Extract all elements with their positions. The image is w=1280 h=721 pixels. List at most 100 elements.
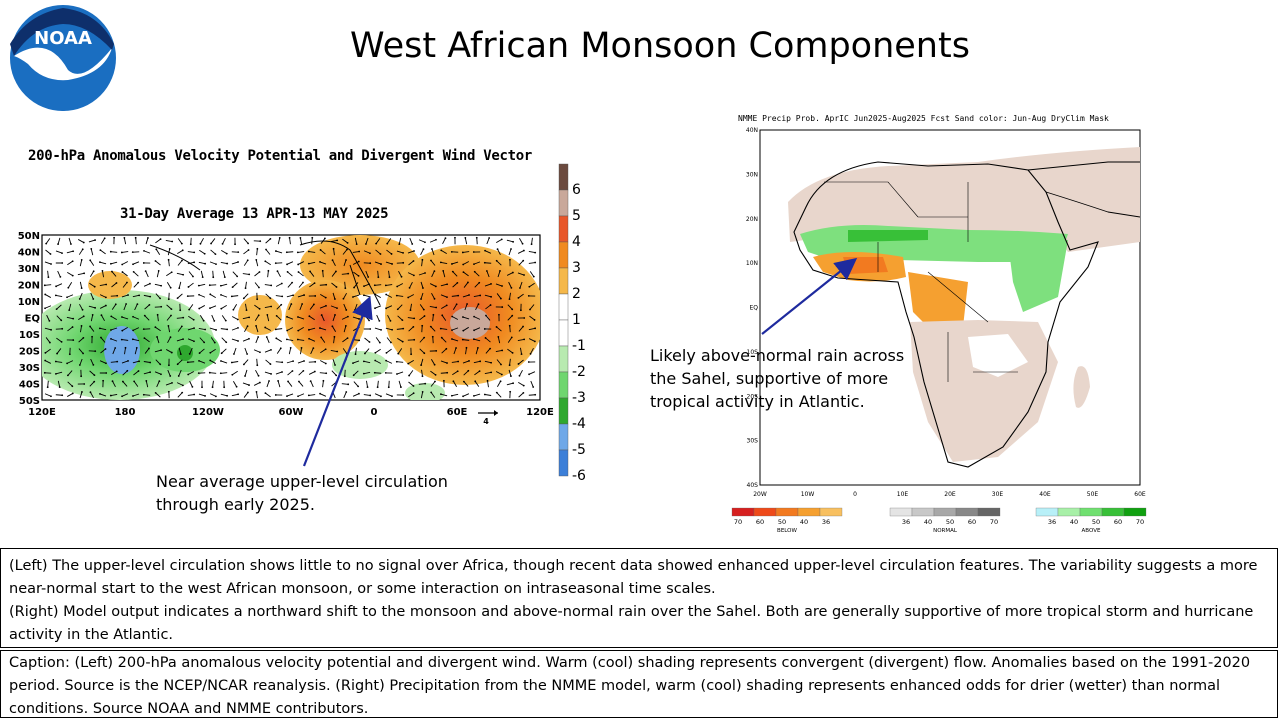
- colorbar-label: 1: [572, 312, 581, 328]
- probability-legend: 70 60 50 40 36 BELOW 36 40 50 60 70 NORMAL 36 40 50 60 7…: [732, 508, 1146, 532]
- right-y-tick: 10N: [746, 260, 758, 267]
- colorbar-swatch: [559, 164, 568, 190]
- legend-tick: 70: [734, 518, 742, 526]
- legend-group-name: BELOW: [777, 528, 797, 532]
- colorbar-label: 4: [572, 234, 581, 250]
- colorbar-label: -2: [572, 364, 586, 380]
- right-y-tick: 40N: [746, 127, 758, 134]
- legend-swatch: [956, 508, 978, 516]
- legend-swatch: [1080, 508, 1102, 516]
- left-y-tick: 50S: [19, 396, 40, 407]
- colorbar-label: -6: [572, 468, 586, 480]
- left-x-tick: 120E: [28, 407, 56, 418]
- legend-tick: 60: [1114, 518, 1122, 526]
- colorbar-label: -3: [572, 390, 586, 406]
- legend-group-name: NORMAL: [933, 528, 958, 532]
- right-x-tick: 30E: [992, 491, 1004, 498]
- legend-tick: 60: [756, 518, 764, 526]
- summary-box: (Left) The upper-level circulation shows…: [0, 548, 1278, 648]
- left-annotation: Near average upper-level circulation thr…: [156, 470, 476, 516]
- left-y-tick: 40S: [19, 380, 40, 391]
- left-y-tick: EQ: [25, 314, 40, 325]
- colorbar-label: -5: [572, 442, 586, 458]
- right-y-tick: 20N: [746, 216, 758, 223]
- colorbar-label: -4: [572, 416, 586, 432]
- caption-box: Caption: (Left) 200-hPa anomalous veloci…: [0, 650, 1278, 718]
- legend-tick: 40: [800, 518, 808, 526]
- legend-tick: 36: [822, 518, 830, 526]
- legend-swatch: [754, 508, 776, 516]
- legend-swatch: [934, 508, 956, 516]
- summary-left: (Left) The upper-level circulation shows…: [9, 555, 1269, 601]
- legend-tick: 50: [778, 518, 786, 526]
- legend-tick: 40: [924, 518, 932, 526]
- colorbar-swatch: [559, 294, 568, 320]
- right-x-tick: 60E: [1134, 491, 1146, 498]
- legend-swatch: [978, 508, 1000, 516]
- colorbar-swatch: [559, 268, 568, 294]
- legend-swatch: [890, 508, 912, 516]
- legend-swatch: [1124, 508, 1146, 516]
- legend-tick: 36: [1048, 518, 1056, 526]
- legend-swatch: [776, 508, 798, 516]
- right-x-tick: 0: [853, 491, 857, 498]
- right-annotation: Likely above-normal rain across the Sahe…: [650, 344, 910, 413]
- right-y-tick: 30N: [746, 171, 758, 178]
- vector-scale: 4: [478, 410, 498, 425]
- colorbar-swatch: [559, 372, 568, 398]
- colorbar-swatch: [559, 216, 568, 242]
- left-chart-title: 200-hPa Anomalous Velocity Potential and…: [28, 148, 532, 164]
- legend-tick: 50: [946, 518, 954, 526]
- vector-scale-label: 4: [483, 417, 489, 425]
- legend-tick: 50: [1092, 518, 1100, 526]
- right-x-tick: 10W: [801, 491, 815, 498]
- legend-swatch: [798, 508, 820, 516]
- left-y-tick: 20N: [18, 281, 40, 292]
- left-y-tick: 20S: [19, 347, 40, 358]
- right-x-tick: 20W: [753, 491, 767, 498]
- legend-swatch: [912, 508, 934, 516]
- left-y-tick: 50N: [18, 231, 40, 242]
- left-x-tick: 0: [371, 407, 378, 418]
- left-y-tick: 10S: [19, 330, 40, 341]
- right-x-tick: 50E: [1087, 491, 1099, 498]
- right-y-tick: EQ: [749, 305, 758, 312]
- summary-right: (Right) Model output indicates a northwa…: [9, 601, 1269, 647]
- colorbar-swatch: [559, 398, 568, 424]
- caption-text: Caption: (Left) 200-hPa anomalous veloci…: [9, 652, 1269, 721]
- left-x-tick: 120W: [192, 407, 224, 418]
- colorbar-label: 6: [572, 182, 581, 198]
- colorbar-label: 3: [572, 260, 581, 276]
- colorbar-swatch: [559, 450, 568, 476]
- left-chart-subtitle: 31-Day Average 13 APR-13 MAY 2025: [120, 206, 388, 222]
- colorbar-label: 5: [572, 208, 581, 224]
- left-x-tick: 180: [115, 407, 136, 418]
- legend-swatch: [732, 508, 754, 516]
- colorbar-swatch: [559, 242, 568, 268]
- legend-swatch: [1036, 508, 1058, 516]
- legend-tick: 60: [968, 518, 976, 526]
- left-x-tick: 60W: [279, 407, 304, 418]
- colorbar-swatch: [559, 320, 568, 346]
- right-x-tick: 40E: [1039, 491, 1051, 498]
- slide-title: West African Monsoon Components: [0, 26, 1280, 66]
- colorbar-swatch: [559, 190, 568, 216]
- legend-tick: 70: [1136, 518, 1144, 526]
- right-y-tick: 30S: [747, 438, 759, 445]
- left-x-tick: 120E: [526, 407, 554, 418]
- legend-tick: 40: [1070, 518, 1078, 526]
- legend-tick: 36: [902, 518, 910, 526]
- left-x-tick: 60E: [447, 407, 468, 418]
- colorbar-swatch: [559, 424, 568, 450]
- right-x-tick: 20E: [944, 491, 956, 498]
- legend-tick: 70: [990, 518, 998, 526]
- colorbar-swatch: [559, 346, 568, 372]
- legend-swatch: [1058, 508, 1080, 516]
- legend-swatch: [1102, 508, 1124, 516]
- left-y-tick: 10N: [18, 297, 40, 308]
- right-y-tick: 40S: [747, 482, 759, 489]
- right-x-tick: 10E: [897, 491, 909, 498]
